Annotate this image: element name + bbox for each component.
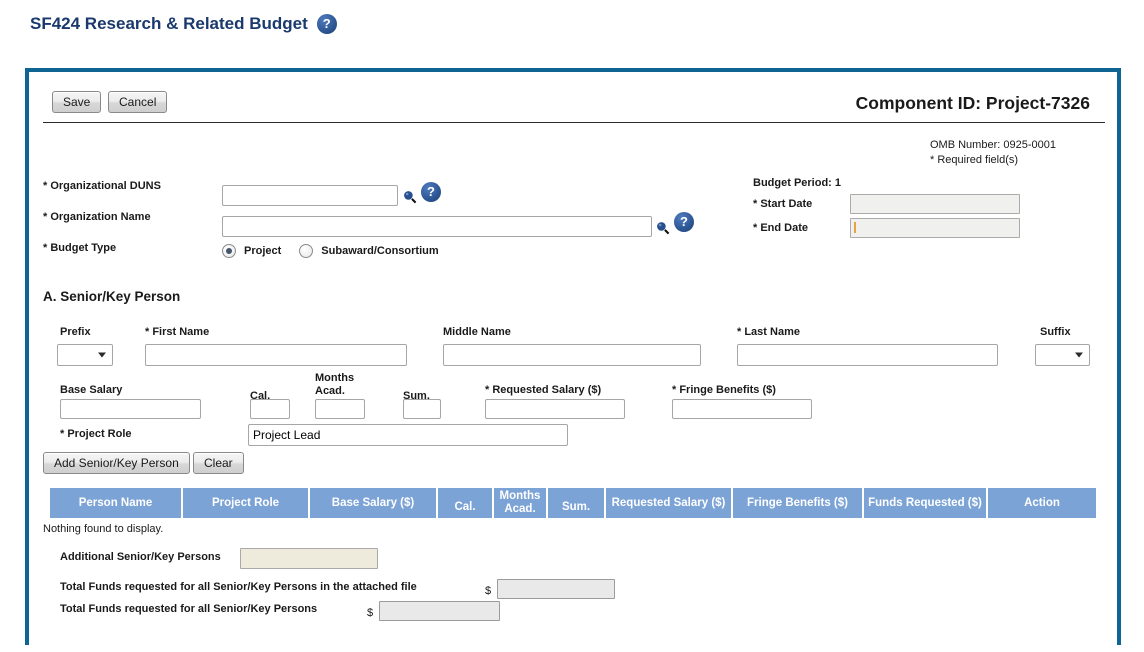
months-label-line1: Months: [315, 372, 355, 384]
omb-number: OMB Number: 0925-0001: [930, 139, 1056, 151]
organization-name-search-icon[interactable]: [656, 221, 670, 235]
base-salary-input[interactable]: [60, 399, 201, 419]
first-name-label: * First Name: [145, 326, 210, 338]
start-date-input[interactable]: [850, 194, 1020, 214]
duns-search-icon[interactable]: [403, 190, 417, 204]
fringe-benefits-label: * Fringe Benefits ($): [672, 384, 776, 396]
months-acad-label: Months Acad.: [315, 372, 354, 398]
project-role-label: * Project Role: [60, 428, 132, 440]
first-name-input[interactable]: [145, 344, 407, 366]
suffix-select[interactable]: [1035, 344, 1090, 366]
col-action[interactable]: Action: [988, 488, 1096, 518]
omb-block: OMB Number: 0925-0001 * Required field(s…: [930, 138, 1056, 168]
required-note: * Required field(s): [930, 154, 1019, 166]
end-date-caret: [854, 222, 856, 233]
budget-type-subaward-radio[interactable]: [299, 244, 314, 258]
organizational-duns-label: * Organizational DUNS: [43, 180, 161, 192]
organization-name-help-icon[interactable]: ?: [674, 212, 694, 232]
end-date-label: * End Date: [753, 222, 809, 234]
start-date-label: * Start Date: [753, 198, 813, 210]
col-requested-salary[interactable]: Requested Salary ($): [606, 488, 731, 518]
base-salary-label: Base Salary: [60, 384, 123, 396]
page-title-row: SF424 Research & Related Budget ?: [30, 14, 337, 34]
currency-sign-attached: $: [485, 585, 492, 597]
end-date-input[interactable]: [850, 218, 1020, 238]
additional-senior-key-persons-label: Additional Senior/Key Persons: [60, 551, 221, 563]
add-senior-key-person-button[interactable]: Add Senior/Key Person: [43, 452, 190, 474]
currency-sign-all: $: [367, 607, 374, 619]
budget-type-radio-group: Project Subaward/Consortium: [222, 244, 449, 258]
acad-months-input[interactable]: [315, 399, 365, 419]
col-funds-requested[interactable]: Funds Requested ($): [864, 488, 986, 518]
col-sum[interactable]: Sum.: [548, 488, 604, 518]
budget-type-project-radio[interactable]: [222, 244, 236, 258]
radio-selected-dot: [226, 248, 232, 254]
fringe-benefits-input[interactable]: [672, 399, 812, 419]
middle-name-label: Middle Name: [443, 326, 511, 338]
budget-type-project-label: Project: [244, 245, 282, 257]
total-funds-attached-file-input[interactable]: [497, 579, 615, 599]
organizational-duns-input[interactable]: [222, 185, 398, 206]
budget-type-subaward-label: Subaward/Consortium: [321, 245, 439, 257]
header-divider: [43, 122, 1105, 123]
col-fringe-benefits[interactable]: Fringe Benefits ($): [733, 488, 862, 518]
col-cal[interactable]: Cal.: [438, 488, 492, 518]
requested-salary-input[interactable]: [485, 399, 625, 419]
page-title: SF424 Research & Related Budget: [30, 14, 308, 33]
chevron-down-icon: [98, 352, 106, 358]
organization-name-label: * Organization Name: [43, 211, 151, 223]
chevron-down-icon: [1075, 352, 1083, 358]
cal-months-input[interactable]: [250, 399, 290, 419]
sum-months-input[interactable]: [403, 399, 441, 419]
total-funds-all-label: Total Funds requested for all Senior/Key…: [60, 603, 318, 615]
prefix-label: Prefix: [60, 326, 91, 338]
senior-key-person-table-header: Person Name Project Role Base Salary ($)…: [50, 488, 1096, 518]
months-label-line2: Acad.: [315, 385, 345, 397]
section-a-heading: A. Senior/Key Person: [43, 289, 181, 304]
middle-name-input[interactable]: [443, 344, 701, 366]
last-name-input[interactable]: [737, 344, 998, 366]
suffix-label: Suffix: [1040, 326, 1071, 338]
total-funds-all-input[interactable]: [379, 601, 500, 621]
budget-type-label: * Budget Type: [43, 242, 117, 254]
col-months-acad[interactable]: Months Acad.: [494, 488, 546, 518]
empty-table-text: Nothing found to display.: [43, 523, 164, 535]
component-id: Component ID: Project-7326: [855, 93, 1090, 113]
requested-salary-label: * Requested Salary ($): [485, 384, 602, 396]
last-name-label: * Last Name: [737, 326, 800, 338]
project-role-input[interactable]: [248, 424, 568, 446]
cancel-button[interactable]: Cancel: [108, 91, 168, 113]
col-base-salary[interactable]: Base Salary ($): [310, 488, 436, 518]
prefix-select[interactable]: [57, 344, 113, 366]
clear-button[interactable]: Clear: [193, 452, 244, 474]
page-help-icon[interactable]: ?: [316, 14, 337, 34]
total-funds-attached-file-label: Total Funds requested for all Senior/Key…: [60, 581, 417, 593]
col-person-name[interactable]: Person Name: [50, 488, 181, 518]
duns-help-icon[interactable]: ?: [421, 182, 441, 202]
additional-senior-key-persons-input[interactable]: [240, 548, 378, 569]
save-button[interactable]: Save: [52, 91, 102, 113]
col-project-role[interactable]: Project Role: [183, 488, 308, 518]
organization-name-input[interactable]: [222, 216, 652, 237]
budget-period-label: Budget Period: 1: [753, 177, 842, 189]
